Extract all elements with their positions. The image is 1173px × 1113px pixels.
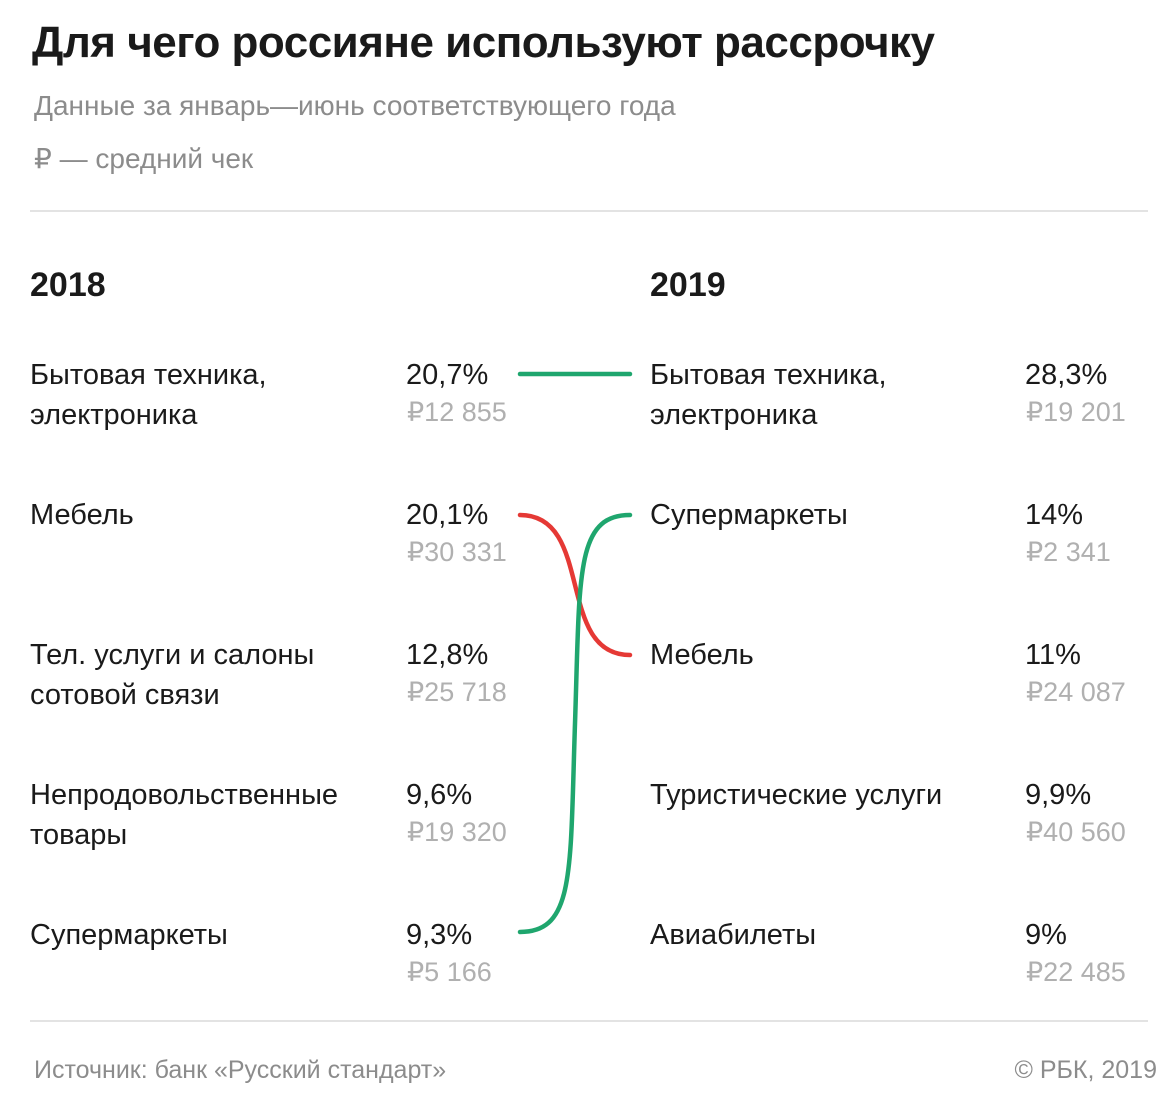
category-label: Супермаркеты — [650, 499, 848, 531]
share-value: 9% — [1025, 919, 1067, 951]
share-value: 11% — [1025, 639, 1081, 671]
year-2019-heading: 2019 — [650, 266, 726, 304]
average-check-value: ₽22 485 — [1026, 957, 1126, 987]
share-value: 9,6% — [406, 779, 473, 811]
share-value: 20,1% — [406, 499, 489, 531]
share-value: 9,9% — [1025, 779, 1092, 811]
average-check-value: ₽25 718 — [407, 677, 507, 707]
average-check-value: ₽24 087 — [1026, 677, 1126, 707]
category-label: Мебель — [650, 639, 754, 671]
copyright: © РБК, 2019 — [1014, 1056, 1157, 1084]
bottom-divider — [30, 1020, 1148, 1022]
share-value: 20,7% — [406, 359, 489, 391]
currency-note: ₽ — средний чек — [34, 143, 254, 174]
average-check-value: ₽30 331 — [407, 537, 507, 567]
share-value: 14% — [1025, 499, 1084, 531]
average-check-value: ₽12 855 — [407, 397, 507, 427]
source-note: Источник: банк «Русский стандарт» — [34, 1056, 447, 1084]
average-check-value: ₽2 341 — [1026, 537, 1111, 567]
category-label: Мебель — [30, 499, 134, 531]
category-label: Супермаркеты — [30, 919, 228, 951]
share-value: 12,8% — [406, 639, 489, 671]
top-divider — [30, 210, 1148, 212]
share-value: 28,3% — [1025, 359, 1108, 391]
share-value: 9,3% — [406, 919, 473, 951]
average-check-value: ₽40 560 — [1026, 817, 1126, 847]
year-2018-heading: 2018 — [30, 266, 106, 304]
category-label: Бытовая техника, электроника — [30, 359, 267, 431]
average-check-value: ₽19 201 — [1026, 397, 1126, 427]
category-label: Тел. услуги и салоны сотовой связи — [30, 639, 315, 711]
rank-link-down — [517, 512, 633, 658]
average-check-value: ₽5 166 — [407, 957, 492, 987]
chart-subtitle: Данные за январь—июнь соответствующего г… — [34, 90, 676, 121]
rank-link-up — [517, 512, 633, 935]
category-label: Авиабилеты — [650, 919, 817, 951]
category-label: Бытовая техника, электроника — [650, 359, 887, 431]
chart-title: Для чего россияне используют рассрочку — [32, 18, 935, 67]
category-label: Непродовольственные товары — [30, 779, 339, 851]
average-check-value: ₽19 320 — [407, 817, 507, 847]
category-label: Туристические услуги — [650, 779, 943, 811]
